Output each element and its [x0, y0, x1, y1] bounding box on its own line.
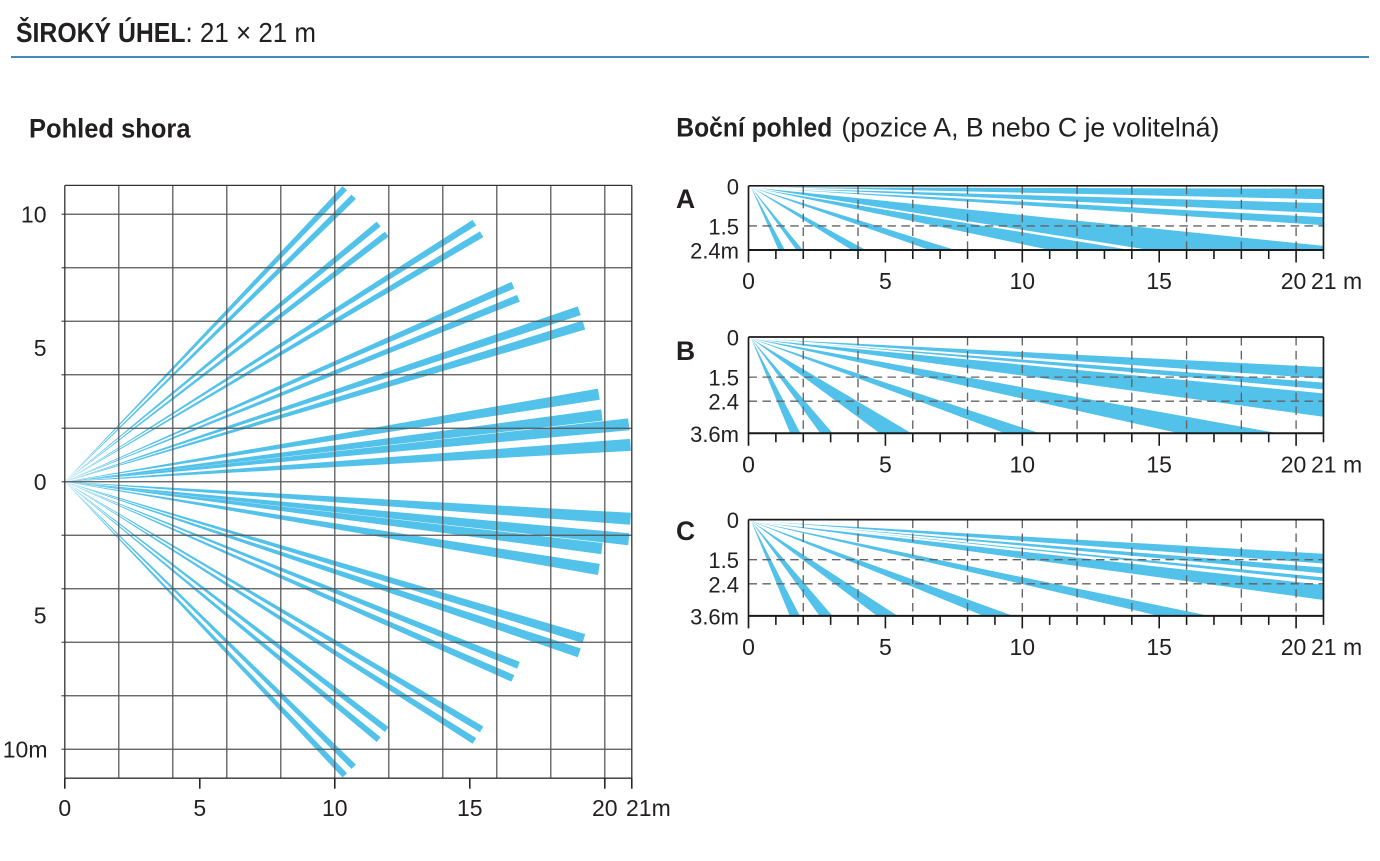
svg-text:10: 10 — [1010, 268, 1036, 294]
svg-text:15: 15 — [1146, 634, 1172, 660]
svg-text:10: 10 — [1010, 634, 1036, 660]
svg-text:2.4: 2.4 — [708, 572, 739, 597]
svg-text:21 m: 21 m — [1311, 634, 1362, 660]
svg-text:1.5: 1.5 — [708, 366, 739, 391]
svg-text:21 m: 21 m — [1311, 268, 1362, 294]
svg-text:5: 5 — [34, 603, 47, 629]
svg-text:3.6m: 3.6m — [690, 422, 739, 447]
svg-text:C: C — [676, 516, 695, 546]
svg-text:5: 5 — [879, 268, 892, 294]
svg-text:5: 5 — [193, 795, 206, 821]
svg-text:2.4m: 2.4m — [690, 239, 739, 264]
svg-text:10m: 10m — [3, 736, 48, 762]
svg-text:0: 0 — [727, 326, 739, 351]
svg-text:: 21 × 21 m: : 21 × 21 m — [186, 17, 317, 48]
svg-text:0: 0 — [742, 451, 755, 477]
svg-text:5: 5 — [34, 335, 47, 361]
svg-text:10: 10 — [322, 795, 348, 821]
svg-text:5: 5 — [879, 451, 892, 477]
svg-text:10: 10 — [1010, 451, 1036, 477]
svg-text:21 m: 21 m — [1311, 451, 1362, 477]
svg-text:A: A — [676, 184, 695, 214]
svg-text:Pohled shora: Pohled shora — [29, 114, 191, 144]
svg-text:15: 15 — [1146, 451, 1172, 477]
svg-text:0: 0 — [727, 174, 739, 199]
svg-text:B: B — [676, 336, 695, 366]
svg-text:0: 0 — [742, 268, 755, 294]
svg-text:1.5: 1.5 — [708, 214, 739, 239]
svg-text:10: 10 — [21, 201, 47, 227]
svg-text:15: 15 — [1146, 268, 1172, 294]
svg-text:5: 5 — [879, 634, 892, 660]
svg-text:21m: 21m — [626, 795, 671, 821]
svg-text:Boční pohled: Boční pohled — [676, 113, 832, 143]
svg-text:0: 0 — [34, 469, 47, 495]
svg-text:15: 15 — [457, 795, 483, 821]
svg-text:20: 20 — [1281, 451, 1307, 477]
svg-text:ŠIROKÝ ÚHEL: ŠIROKÝ ÚHEL — [16, 16, 186, 48]
svg-text:(pozice A, B nebo C je volitel: (pozice A, B nebo C je volitelná) — [841, 113, 1219, 143]
svg-text:20: 20 — [592, 795, 618, 821]
svg-text:1.5: 1.5 — [708, 548, 739, 573]
svg-text:0: 0 — [727, 508, 739, 533]
svg-text:20: 20 — [1281, 268, 1307, 294]
svg-text:2.4: 2.4 — [708, 390, 739, 415]
svg-text:20: 20 — [1281, 634, 1307, 660]
svg-text:0: 0 — [742, 634, 755, 660]
svg-text:3.6m: 3.6m — [690, 604, 739, 629]
svg-text:0: 0 — [58, 795, 71, 821]
